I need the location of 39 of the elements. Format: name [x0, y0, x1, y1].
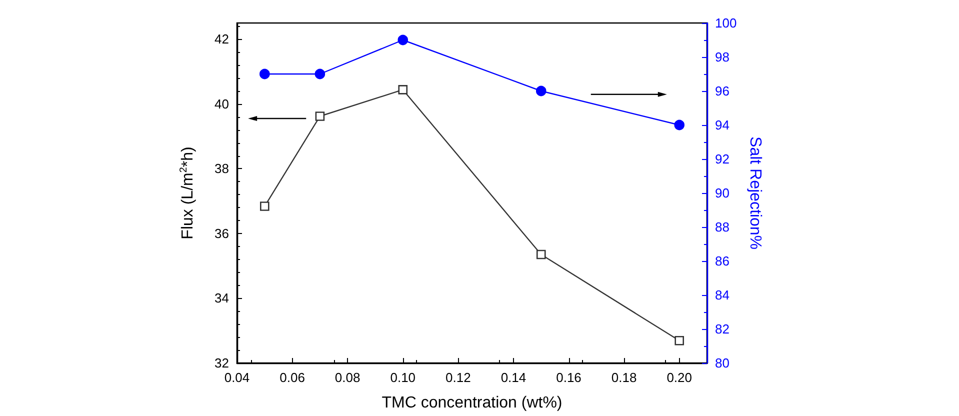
y2-tick-label: 84 — [715, 288, 730, 302]
x-axis-title: TMC concentration (wt%) — [382, 394, 562, 412]
x-tick-label: 0.04 — [224, 370, 250, 385]
y2-tick-label: 82 — [715, 322, 730, 336]
y2-tick-label: 96 — [715, 84, 730, 98]
x-tick-label: 0.14 — [500, 370, 526, 385]
y2-tick-label: 94 — [715, 118, 730, 132]
point — [536, 86, 546, 96]
point — [398, 34, 408, 46]
y-tick-label: 32 — [214, 356, 229, 370]
point — [398, 85, 408, 94]
point — [314, 68, 326, 80]
point — [260, 68, 270, 80]
y-tick-label: 42 — [214, 32, 229, 47]
point — [536, 250, 546, 260]
y2-tick-label: 98 — [715, 50, 730, 64]
x-tick-label: 0.16 — [556, 370, 582, 385]
y-tick-label: 40 — [214, 96, 229, 112]
y2-tick-label: 92 — [715, 152, 730, 166]
x-tick-label: 0.08 — [334, 370, 360, 385]
y-tick-label: 38 — [214, 161, 229, 176]
x-tick-label: 0.06 — [280, 370, 305, 385]
x-tick-label: 0.18 — [611, 370, 637, 385]
y2-tick-label: 80 — [715, 356, 730, 370]
point — [674, 336, 684, 346]
y2-axis-title: Salt Rejection% — [746, 136, 764, 250]
y2-tick-label: 90 — [715, 186, 730, 200]
point — [260, 202, 270, 211]
y-axis-title: Flux (L/m2*h) — [178, 146, 196, 240]
y2-tick-label: 86 — [715, 254, 730, 268]
point — [315, 112, 325, 121]
point — [674, 120, 685, 130]
y2-tick-label: 100 — [715, 16, 737, 30]
y2-tick-label: 88 — [715, 220, 730, 234]
y-tick-label: 36 — [214, 226, 229, 241]
x-tick-label: 0.10 — [390, 370, 416, 385]
x-tick-label: 0.12 — [446, 370, 471, 385]
x-tick-label: 0.20 — [666, 370, 692, 385]
y-tick-label: 34 — [214, 290, 229, 306]
